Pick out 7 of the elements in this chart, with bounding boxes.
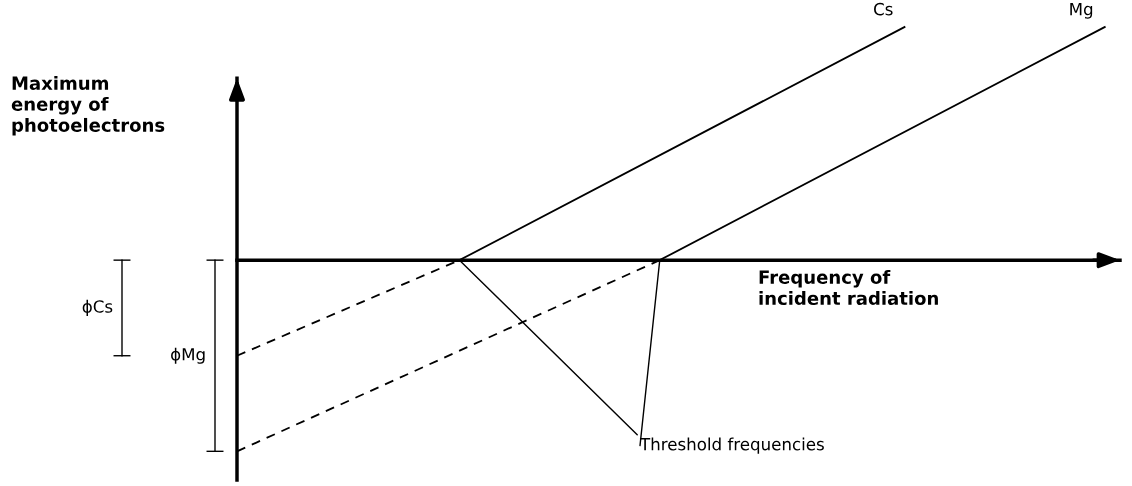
text: ϕCs (82, 299, 113, 316)
x-axis-title: Frequency of incident radiation (759, 270, 938, 306)
text: ϕMg (171, 347, 205, 364)
series-label: Mg (1070, 3, 1093, 19)
series-label: Cs (874, 2, 893, 16)
annotation: Threshold frequencies (639, 437, 824, 454)
y-axis-title: Maximum energy of photoelectrons (11, 76, 165, 136)
